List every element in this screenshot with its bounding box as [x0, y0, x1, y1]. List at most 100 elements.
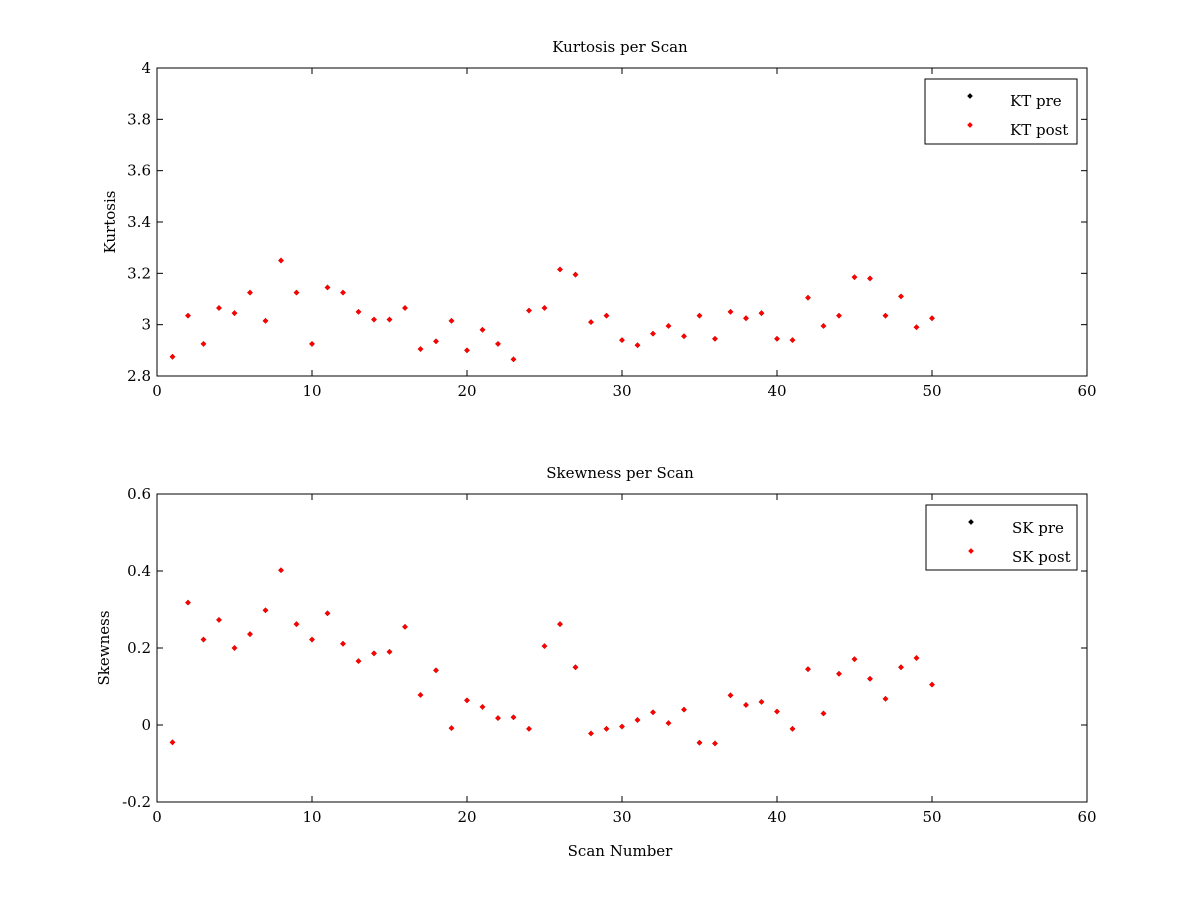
data-point-sk-post [293, 621, 300, 627]
data-point-kt-post [541, 305, 548, 311]
kurtosis-y-tick-label: 3.2 [127, 264, 151, 282]
data-point-sk-post [789, 726, 796, 732]
skewness-x-tick-label: 60 [1077, 808, 1096, 826]
data-point-kt-post [371, 316, 377, 323]
data-point-kt-post [278, 257, 284, 264]
legend-label-kt-post: KT post [1010, 121, 1068, 139]
kurtosis-y-tick-label: 4 [141, 59, 151, 77]
data-point-kt-post [882, 312, 889, 319]
kurtosis-legend: KT pre KT post [924, 78, 1078, 145]
data-point-sk-post [696, 739, 703, 746]
legend-marker-sk-pre [968, 519, 974, 525]
skewness-ticks: 0 10 20 30 40 50 60-0.200.20.40.6 [122, 485, 1096, 826]
data-point-sk-post [541, 643, 548, 649]
data-point-kt-post [867, 275, 873, 282]
data-point-kt-post [681, 333, 687, 340]
data-point-kt-post [433, 338, 439, 345]
data-point-kt-post [309, 341, 315, 347]
data-point-kt-post [402, 305, 408, 311]
data-point-kt-post [696, 312, 703, 319]
skewness-points [169, 567, 935, 747]
data-point-kt-post [185, 312, 191, 319]
kurtosis-y-tick-label: 3.6 [127, 162, 151, 180]
kurtosis-y-tick-label: 3 [141, 316, 151, 334]
data-point-sk-post [448, 725, 455, 731]
data-point-sk-post [324, 610, 331, 617]
skewness-x-tick-label: 0 [152, 808, 162, 826]
data-point-kt-post [836, 312, 842, 319]
data-point-kt-post [603, 312, 610, 319]
data-point-kt-post [929, 315, 935, 322]
data-point-sk-post [820, 710, 827, 717]
data-point-sk-post [278, 567, 284, 574]
data-point-kt-post [743, 315, 749, 322]
skewness-y-tick-label: -0.2 [122, 793, 151, 811]
data-point-kt-post [510, 356, 517, 363]
skewness-x-tick-label: 10 [302, 808, 321, 826]
data-point-sk-post [200, 636, 207, 643]
data-point-sk-post [479, 704, 486, 710]
data-point-kt-post [665, 323, 672, 329]
skewness-y-tick-label: 0.2 [127, 639, 151, 657]
skewness-x-tick-label: 50 [922, 808, 941, 826]
skewness-y-tick-label: 0 [141, 716, 151, 734]
data-point-sk-post [433, 667, 439, 674]
data-point-sk-post [464, 697, 470, 704]
data-point-kt-post [464, 347, 470, 354]
data-point-sk-post [727, 692, 734, 699]
data-point-kt-post [557, 266, 563, 273]
kurtosis-y-tick-label: 3.8 [127, 110, 151, 128]
legend-label-sk-pre: SK pre [1012, 519, 1064, 537]
data-point-sk-post [185, 599, 191, 606]
data-point-sk-post [247, 631, 253, 637]
data-point-kt-post [805, 294, 811, 301]
skewness-x-axis-label: Scan Number [568, 842, 674, 860]
skewness-legend-box [925, 504, 1078, 571]
data-point-sk-post [309, 636, 315, 643]
data-point-sk-post [386, 649, 393, 655]
skewness-y-tick-label: 0.6 [127, 485, 151, 503]
data-point-sk-post [169, 739, 176, 746]
data-point-sk-post [495, 715, 501, 721]
skewness-title: Skewness per Scan [546, 464, 694, 482]
data-point-kt-post [727, 309, 734, 315]
data-point-kt-post [495, 341, 501, 347]
data-point-sk-post [588, 730, 594, 737]
data-point-kt-post [851, 274, 858, 281]
data-point-kt-post [913, 324, 920, 331]
kurtosis-x-tick-label: 60 [1077, 382, 1096, 400]
legend-marker-kt-post [967, 122, 973, 128]
data-point-sk-post [231, 645, 238, 651]
data-point-sk-post [743, 702, 749, 708]
skewness-x-tick-label: 40 [767, 808, 786, 826]
data-point-sk-post [836, 670, 842, 677]
kurtosis-x-tick-label: 40 [767, 382, 786, 400]
data-point-kt-post [216, 305, 222, 311]
skewness-y-axis-label: Skewness [95, 610, 113, 685]
data-point-sk-post [262, 607, 269, 614]
data-point-sk-post [557, 621, 563, 627]
data-point-sk-post [402, 623, 408, 630]
data-point-sk-post [867, 675, 873, 682]
data-point-kt-post [169, 353, 176, 360]
data-point-kt-post [448, 317, 455, 324]
data-point-sk-post [929, 681, 935, 688]
data-point-sk-post [634, 717, 641, 723]
data-point-kt-post [479, 326, 486, 333]
skewness-x-tick-label: 20 [457, 808, 476, 826]
skewness-x-tick-label: 30 [612, 808, 631, 826]
kurtosis-title: Kurtosis per Scan [552, 38, 688, 56]
data-point-sk-post [681, 706, 687, 713]
data-point-sk-post [712, 740, 718, 747]
data-point-kt-post [386, 316, 393, 323]
data-point-kt-post [324, 284, 331, 291]
data-point-kt-post [417, 346, 424, 352]
data-point-kt-post [619, 337, 625, 343]
data-point-kt-post [231, 310, 238, 316]
data-point-kt-post [588, 319, 594, 325]
kurtosis-x-tick-label: 50 [922, 382, 941, 400]
legend-marker-kt-pre [967, 93, 973, 99]
kurtosis-ticks: 0 10 20 30 40 50 60 2.8 3 3.2 3.4 3.6 3.8 4 [127, 59, 1096, 400]
kurtosis-x-tick-label: 30 [612, 382, 631, 400]
data-point-kt-post [789, 337, 796, 343]
